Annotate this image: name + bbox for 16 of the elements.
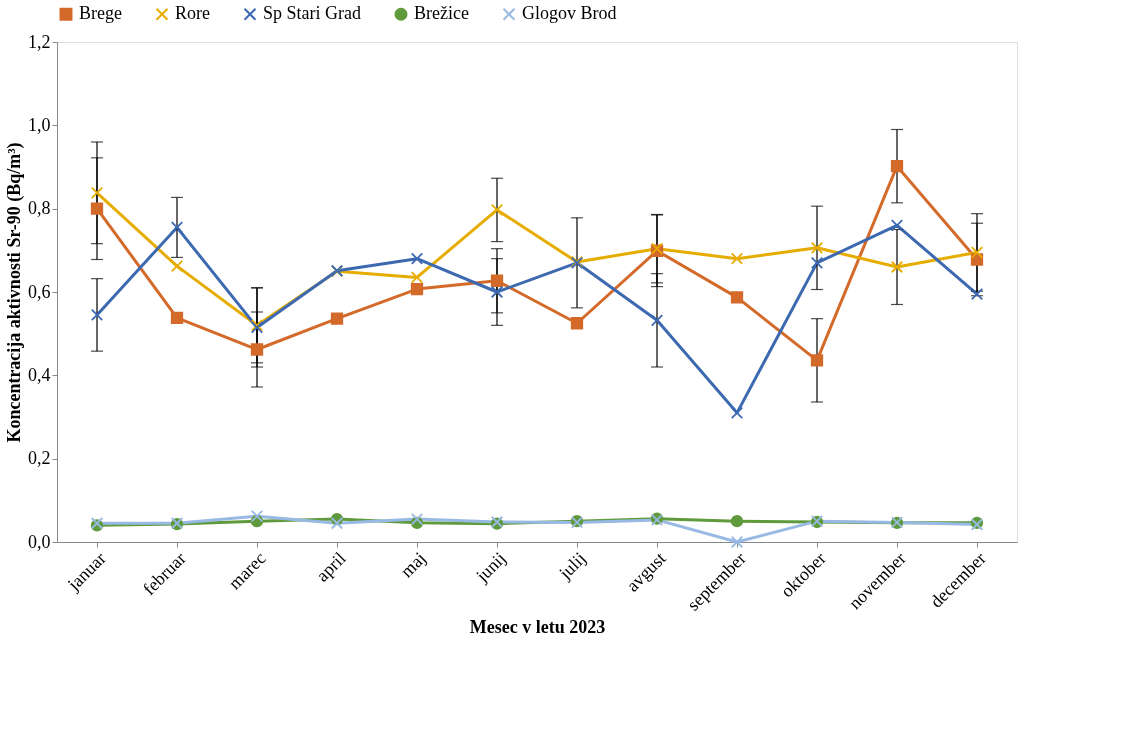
legend-label: Glogov Brod <box>522 3 617 24</box>
y-tick-label: 0,0 <box>28 531 51 552</box>
legend-label: Sp Stari Grad <box>263 3 361 24</box>
x-tick-label: april <box>312 548 350 586</box>
legend-label: Brežice <box>414 3 469 24</box>
legend-label: Rore <box>175 3 210 24</box>
y-tick-label: 1,2 <box>28 31 51 52</box>
y-tick-label: 0,6 <box>28 281 51 302</box>
legend-label: Brege <box>79 3 122 24</box>
x-tick-label: maj <box>396 548 430 582</box>
y-tick-label: 0,4 <box>28 364 51 385</box>
y-axis-title: Koncentracija aktivnosti Sr-90 (Bq/m³) <box>4 142 25 443</box>
y-tick-label: 0,2 <box>28 448 51 469</box>
x-axis-title: Mesec v letu 2023 <box>469 616 606 637</box>
y-tick-label: 1,0 <box>28 114 51 135</box>
y-tick-label: 0,8 <box>28 198 51 219</box>
